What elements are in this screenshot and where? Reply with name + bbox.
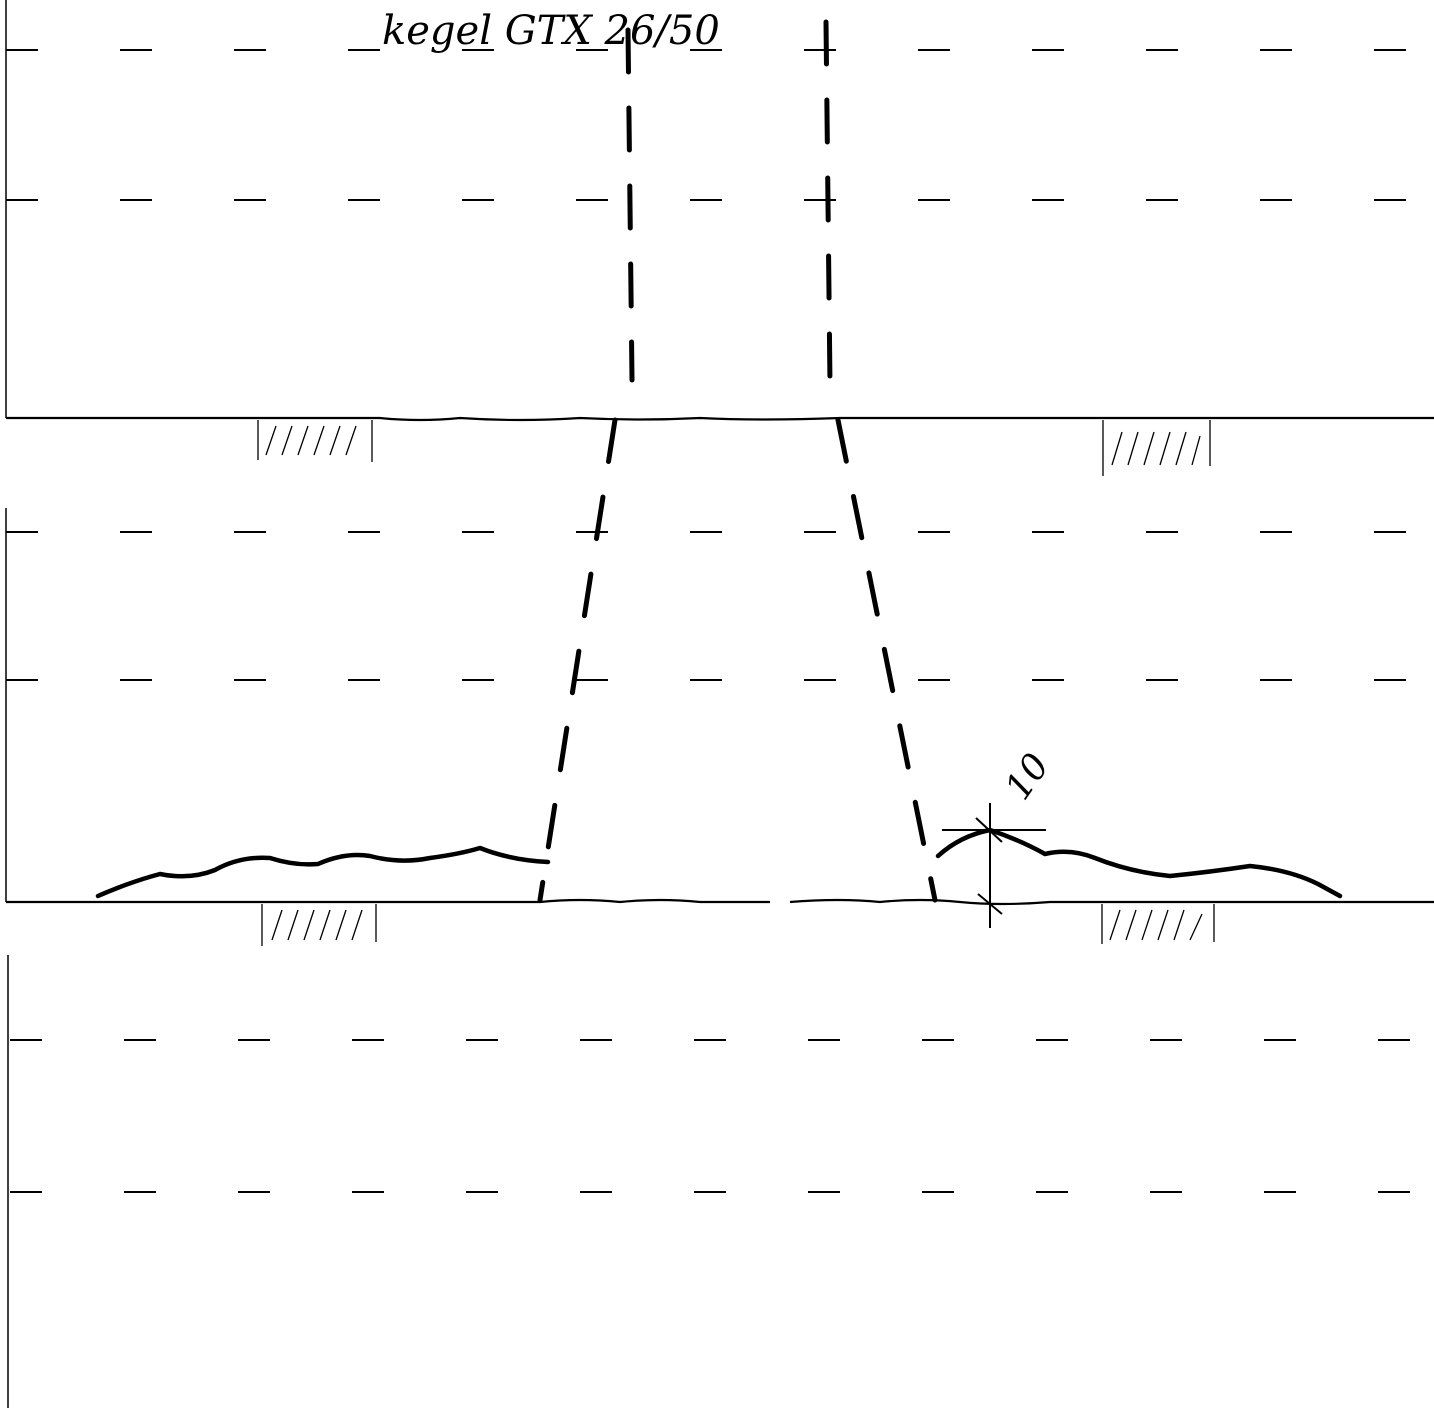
dimension-arrow-top-a <box>975 817 1003 843</box>
support-block-bottom-left <box>261 904 377 946</box>
cone-upper-right-edge <box>823 19 833 388</box>
support-block-bottom-right <box>1101 904 1215 944</box>
dimension-arrow-bottom-a <box>977 893 1003 915</box>
cone-lower-right-edge <box>835 417 938 903</box>
dimension-label: 10 <box>998 746 1058 807</box>
cone-lower-left-edge <box>537 417 618 903</box>
ground-line-bottom <box>6 898 1434 906</box>
cone-outline <box>537 19 938 903</box>
support-blocks <box>257 420 1215 946</box>
panel-borders <box>5 0 9 1408</box>
profile-left <box>95 845 551 899</box>
dashed-guide-lines <box>6 49 1434 1193</box>
ground-lines <box>6 416 1434 906</box>
support-block-top-right <box>1102 420 1211 476</box>
support-block-top-left <box>257 420 373 462</box>
cone-upper-left-edge <box>625 27 635 383</box>
profile-lines <box>95 827 1343 899</box>
ground-line-top <box>6 416 1434 422</box>
dimension-marks <box>942 803 1046 928</box>
cone-label: kegel GTX 26/50 <box>382 8 720 54</box>
